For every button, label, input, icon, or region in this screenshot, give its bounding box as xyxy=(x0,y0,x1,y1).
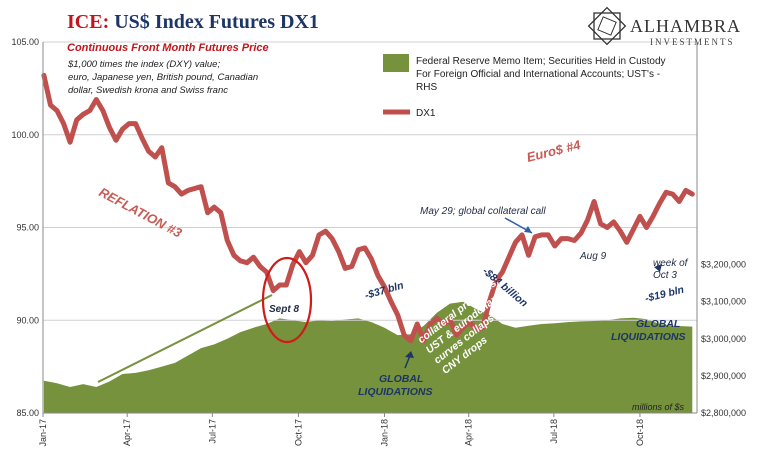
annotation-global-liq-1b: LIQUIDATIONS xyxy=(358,386,432,398)
x-tick-label: Jan-17 xyxy=(38,419,48,447)
y-left-tick-label: 85.00 xyxy=(16,408,39,418)
y-left-tick-label: 90.00 xyxy=(16,315,39,325)
may29-arrowhead xyxy=(524,226,532,233)
logo-name: ALHAMBRA xyxy=(630,16,741,36)
annotation-global-liq-2b: LIQUIDATIONS xyxy=(611,331,685,343)
axes: 85.00 90.00 95.00 100.00 105.00 $2,800,000 $2,… xyxy=(11,37,746,447)
reflation-trend-line xyxy=(97,294,273,383)
x-tick-label: Apr-18 xyxy=(464,419,474,446)
alhambra-logo: ALHAMBRA INVESTMENTS xyxy=(587,6,741,47)
legend-fed-line-3: RHS xyxy=(416,82,437,93)
legend-dx1-label: DX1 xyxy=(416,108,436,119)
fed-custody-area xyxy=(43,301,693,413)
x-tick-label: Jul-17 xyxy=(207,419,217,444)
description-line-1: $1,000 times the index (DXY) value; xyxy=(67,59,220,70)
annotation-may29: May 29; global collateral call xyxy=(420,206,546,217)
annotation-global-liq-2a: GLOBAL xyxy=(636,318,680,330)
annotation-bln19: -$19 bln xyxy=(644,284,685,305)
y-right-tick-label: $2,800,000 xyxy=(701,408,746,418)
chart-title: ICE: US$ Index Futures DX1 xyxy=(67,11,319,33)
logo-star-icon xyxy=(587,6,627,46)
logo-sub: INVESTMENTS xyxy=(650,37,735,47)
x-tick-label: Oct-17 xyxy=(293,419,303,446)
annotation-reflation: REFLATION #3 xyxy=(97,184,186,241)
title-rest: US$ Index Futures DX1 xyxy=(109,11,319,33)
global-liq-arrowhead xyxy=(405,351,414,358)
description-line-3: dollar, Swedish krona and Swiss franc xyxy=(68,85,228,96)
dx1-line xyxy=(41,72,695,344)
legend-fed-line-2: For Foreign Official and International A… xyxy=(416,69,660,80)
description-line-2: euro, Japanese yen, British pound, Canad… xyxy=(68,72,258,83)
annotation-global-liq-1a: GLOBAL xyxy=(379,373,423,385)
y-right-tick-label: $2,900,000 xyxy=(701,371,746,381)
legend-fed-swatch xyxy=(383,54,409,72)
annotation-eurodollar: Euro$ #4 xyxy=(525,137,583,165)
y-right-tick-label: $3,100,000 xyxy=(701,297,746,307)
x-tick-label: Apr-17 xyxy=(122,419,132,446)
legend-fed-line-1: Federal Reserve Memo Item; Securities He… xyxy=(416,56,666,67)
dx1-line-layer xyxy=(41,72,695,344)
y-left-tick-label: 105.00 xyxy=(11,37,39,47)
annotation-week-of-1: week of xyxy=(653,258,689,269)
gridlines xyxy=(43,41,697,321)
annotation-week-of-2: Oct 3 xyxy=(653,270,677,281)
sept8-circle xyxy=(261,256,313,344)
y-right-tick-label: $3,200,000 xyxy=(701,260,746,270)
week-of-arrowhead xyxy=(654,264,662,272)
units-note: millions of $s xyxy=(632,402,685,412)
title-prefix: ICE: xyxy=(67,11,109,33)
annotation-shapes xyxy=(97,217,662,383)
legend: Federal Reserve Memo Item; Securities He… xyxy=(383,54,666,119)
y-left-tick-label: 95.00 xyxy=(16,223,39,233)
annotation-aug9: Aug 9 xyxy=(579,251,607,262)
chart-subtitle: Continuous Front Month Futures Price xyxy=(67,42,269,54)
y-left-tick-label: 100.00 xyxy=(11,130,39,140)
y-right-tick-label: $3,000,000 xyxy=(701,334,746,344)
annotation-sept8: Sept 8 xyxy=(269,304,299,315)
x-tick-label: Jul-18 xyxy=(549,419,559,444)
x-tick-label: Jan-18 xyxy=(380,419,390,447)
fed-area-layer xyxy=(43,301,693,413)
x-tick-label: Oct-18 xyxy=(635,419,645,446)
